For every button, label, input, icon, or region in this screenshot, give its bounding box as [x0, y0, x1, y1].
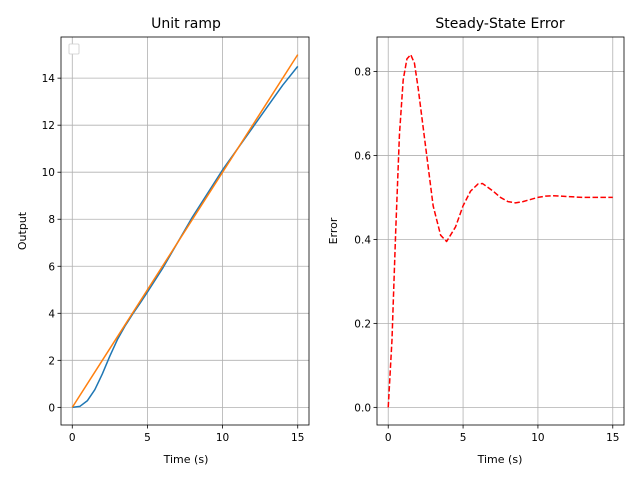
steady-state-error-subplot: 0 5 10 15 0.0 0.2 0.4 0.6 0.8 Steady-State Error… [327, 16, 625, 466]
legend-box [68, 43, 80, 55]
error-xtick-label: 5 [460, 432, 467, 444]
error-series [387, 53, 613, 408]
error-series-line-0 [387, 53, 613, 408]
unit-ramp-series [71, 54, 299, 409]
unit-ramp-subplot: 0 5 10 15 0 2 4 6 8 10 12 14 Unit ramp Time (s) Out… [16, 16, 310, 466]
unit-ramp-series-line-1 [71, 54, 299, 408]
unit-ramp-xlabel: Time (s) [163, 453, 209, 466]
error-axes-frame [376, 36, 625, 426]
error-ytick-label: 0.6 [354, 150, 371, 162]
unit-ramp-ytick-label: 10 [42, 167, 55, 179]
unit-ramp-ytick-label: 0 [48, 402, 55, 414]
error-ytick-label: 0.2 [354, 318, 371, 330]
error-xlabel: Time (s) [477, 453, 523, 466]
error-ytick-label: 0.0 [354, 402, 371, 414]
unit-ramp-axes-frame [60, 36, 310, 426]
unit-ramp-ytick-label: 4 [48, 308, 55, 320]
unit-ramp-title: Unit ramp [151, 16, 221, 32]
unit-ramp-ytick-label: 14 [42, 73, 56, 85]
error-ticks: 0 5 10 15 0.0 0.2 0.4 0.6 0.8 [354, 66, 619, 444]
unit-ramp-xtick-label: 0 [69, 432, 76, 444]
error-ytick-label: 0.8 [354, 66, 371, 78]
unit-ramp-ytick-label: 6 [48, 261, 55, 273]
error-xtick-label: 10 [531, 432, 544, 444]
unit-ramp-ylabel: Output [16, 211, 29, 250]
unit-ramp-xtick-label: 5 [144, 432, 151, 444]
unit-ramp-ytick-label: 12 [42, 120, 55, 132]
error-xtick-label: 0 [385, 432, 392, 444]
error-ytick-label: 0.4 [354, 234, 371, 246]
error-xtick-label: 15 [606, 432, 619, 444]
unit-ramp-ytick-label: 2 [48, 355, 55, 367]
error-title: Steady-State Error [435, 16, 564, 32]
error-grid [377, 37, 624, 425]
unit-ramp-ticks: 0 5 10 15 0 2 4 6 8 10 12 14 [42, 73, 305, 444]
unit-ramp-xtick-label: 10 [216, 432, 229, 444]
unit-ramp-xtick-label: 15 [291, 432, 304, 444]
error-ylabel: Error [327, 217, 340, 244]
unit-ramp-ytick-label: 8 [48, 214, 55, 226]
unit-ramp-series-line-0 [72, 65, 299, 409]
